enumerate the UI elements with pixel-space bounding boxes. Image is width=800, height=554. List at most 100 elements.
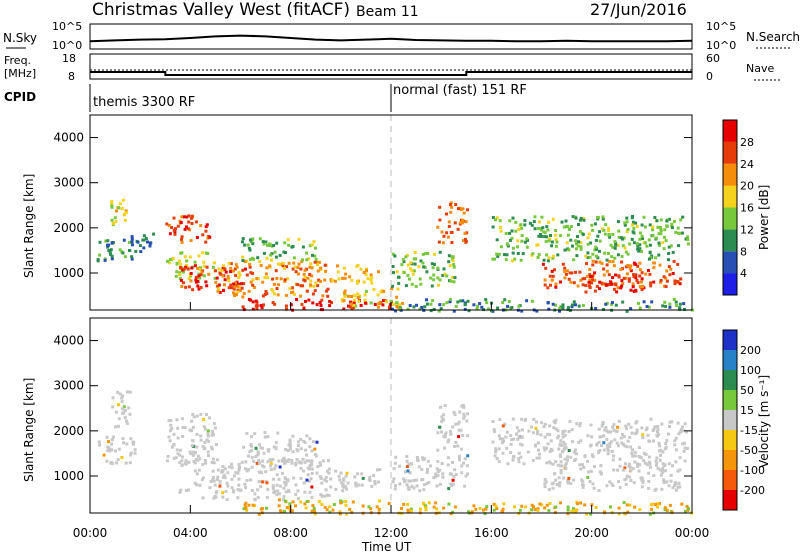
heatmap-cell: [583, 455, 587, 459]
heatmap-cell: [629, 264, 633, 268]
heatmap-cell: [432, 476, 436, 480]
heatmap-cell: [640, 485, 644, 489]
heatmap-cell: [656, 225, 660, 229]
colorbar-segment: [723, 185, 737, 208]
heatmap-cell: [305, 453, 308, 457]
heatmap-cell: [275, 241, 279, 245]
heatmap-cell: [287, 243, 291, 247]
heatmap-cell: [582, 217, 586, 221]
heatmap-cell: [108, 449, 112, 453]
heatmap-cell: [226, 484, 230, 488]
heatmap-cell: [166, 259, 170, 263]
heatmap-cell: [557, 434, 561, 438]
heatmap-cell: [193, 260, 197, 264]
heatmap-cell: [610, 450, 614, 453]
colorbar-tick-label: 20: [740, 180, 754, 193]
heatmap-cell: [676, 421, 680, 425]
heatmap-cell: [123, 416, 127, 420]
heatmap-cell: [610, 301, 614, 305]
heatmap-cell: [323, 505, 327, 509]
heatmap-cell: [595, 254, 598, 258]
heatmap-cell: [216, 475, 220, 479]
heatmap-cell: [551, 462, 555, 466]
heatmap-cell: [665, 509, 669, 513]
heatmap-cell: [586, 251, 590, 255]
heatmap-region: [543, 462, 682, 493]
heatmap-cell: [307, 257, 311, 261]
heatmap-cell: [673, 279, 677, 283]
heatmap-cell: [510, 438, 514, 442]
heatmap-cell: [584, 254, 588, 258]
heatmap-cell: [438, 468, 442, 472]
heatmap-cell: [131, 440, 135, 444]
heatmap-cell: [682, 302, 686, 306]
heatmap-cell: [256, 452, 260, 455]
heatmap-cell: [554, 418, 558, 422]
heatmap-cell: [638, 306, 642, 310]
heatmap-cell: [323, 278, 327, 282]
heatmap-cell: [284, 251, 287, 254]
heatmap-cell: [551, 217, 555, 221]
heatmap-cell: [559, 460, 563, 464]
heatmap-cell: [293, 265, 297, 269]
heatmap-cell: [441, 241, 445, 245]
heatmap-cell: [623, 462, 627, 466]
heatmap-cell: [593, 289, 597, 293]
heatmap-cell: [292, 256, 296, 260]
heatmap-cell: [165, 459, 169, 463]
heatmap-cell: [548, 424, 552, 428]
heatmap-cell: [201, 496, 205, 500]
heatmap-cell: [292, 292, 296, 296]
heatmap-cell: [391, 265, 395, 268]
heatmap-cell: [261, 240, 265, 244]
heatmap-cell: [549, 283, 552, 287]
heatmap-cell: [576, 244, 580, 248]
heatmap-cell: [181, 268, 185, 272]
heatmap-cell: [305, 459, 309, 463]
heatmap-cell: [674, 230, 678, 234]
heatmap-cell: [272, 491, 276, 495]
heatmap-cell: [236, 496, 240, 500]
heatmap-cell: [193, 481, 197, 485]
heatmap-cell: [352, 306, 356, 309]
heatmap-cell: [669, 244, 673, 248]
heatmap-cell: [350, 510, 354, 514]
heatmap-cell: [257, 459, 261, 462]
heatmap-cell: [600, 444, 603, 448]
heatmap-cell: [528, 221, 532, 225]
heatmap-cell: [619, 268, 623, 271]
heatmap-cell: [124, 211, 128, 215]
heatmap-cell: [265, 495, 269, 499]
heatmap-cell: [329, 485, 333, 489]
heatmap-cell: [649, 284, 653, 288]
heatmap-cell: [603, 232, 607, 236]
heatmap-cell: [211, 475, 215, 479]
heatmap-cell: [532, 220, 536, 224]
heatmap-cell: [458, 454, 462, 458]
heatmap-cell: [128, 461, 132, 465]
heatmap-cell: [671, 464, 674, 468]
heatmap-cell: [187, 460, 191, 464]
heatmap-cell: [114, 220, 118, 224]
heatmap-cell: [670, 222, 674, 226]
heatmap-cell: [270, 258, 273, 262]
heatmap-cell: [316, 465, 320, 468]
heatmap-cell: [559, 439, 563, 443]
heatmap-cell: [310, 495, 314, 499]
heatmap-cell: [658, 458, 662, 462]
heatmap-cell: [422, 502, 426, 506]
heatmap-cell: [190, 419, 194, 423]
heatmap-cell: [643, 241, 647, 245]
heatmap-cell: [478, 302, 482, 306]
heatmap-cell: [639, 231, 642, 235]
heatmap-cell: [630, 237, 634, 241]
heatmap-cell: [572, 507, 575, 511]
colorbar-segment: [723, 229, 737, 252]
heatmap-cell: [461, 299, 465, 303]
heatmap-cell: [104, 239, 108, 243]
velocity-ylabel: Slant Range [km]: [22, 378, 36, 482]
heatmap-cell: [241, 237, 245, 241]
heatmap-cell: [640, 288, 644, 292]
heatmap-cell: [609, 430, 612, 434]
heatmap-cell: [192, 460, 196, 464]
